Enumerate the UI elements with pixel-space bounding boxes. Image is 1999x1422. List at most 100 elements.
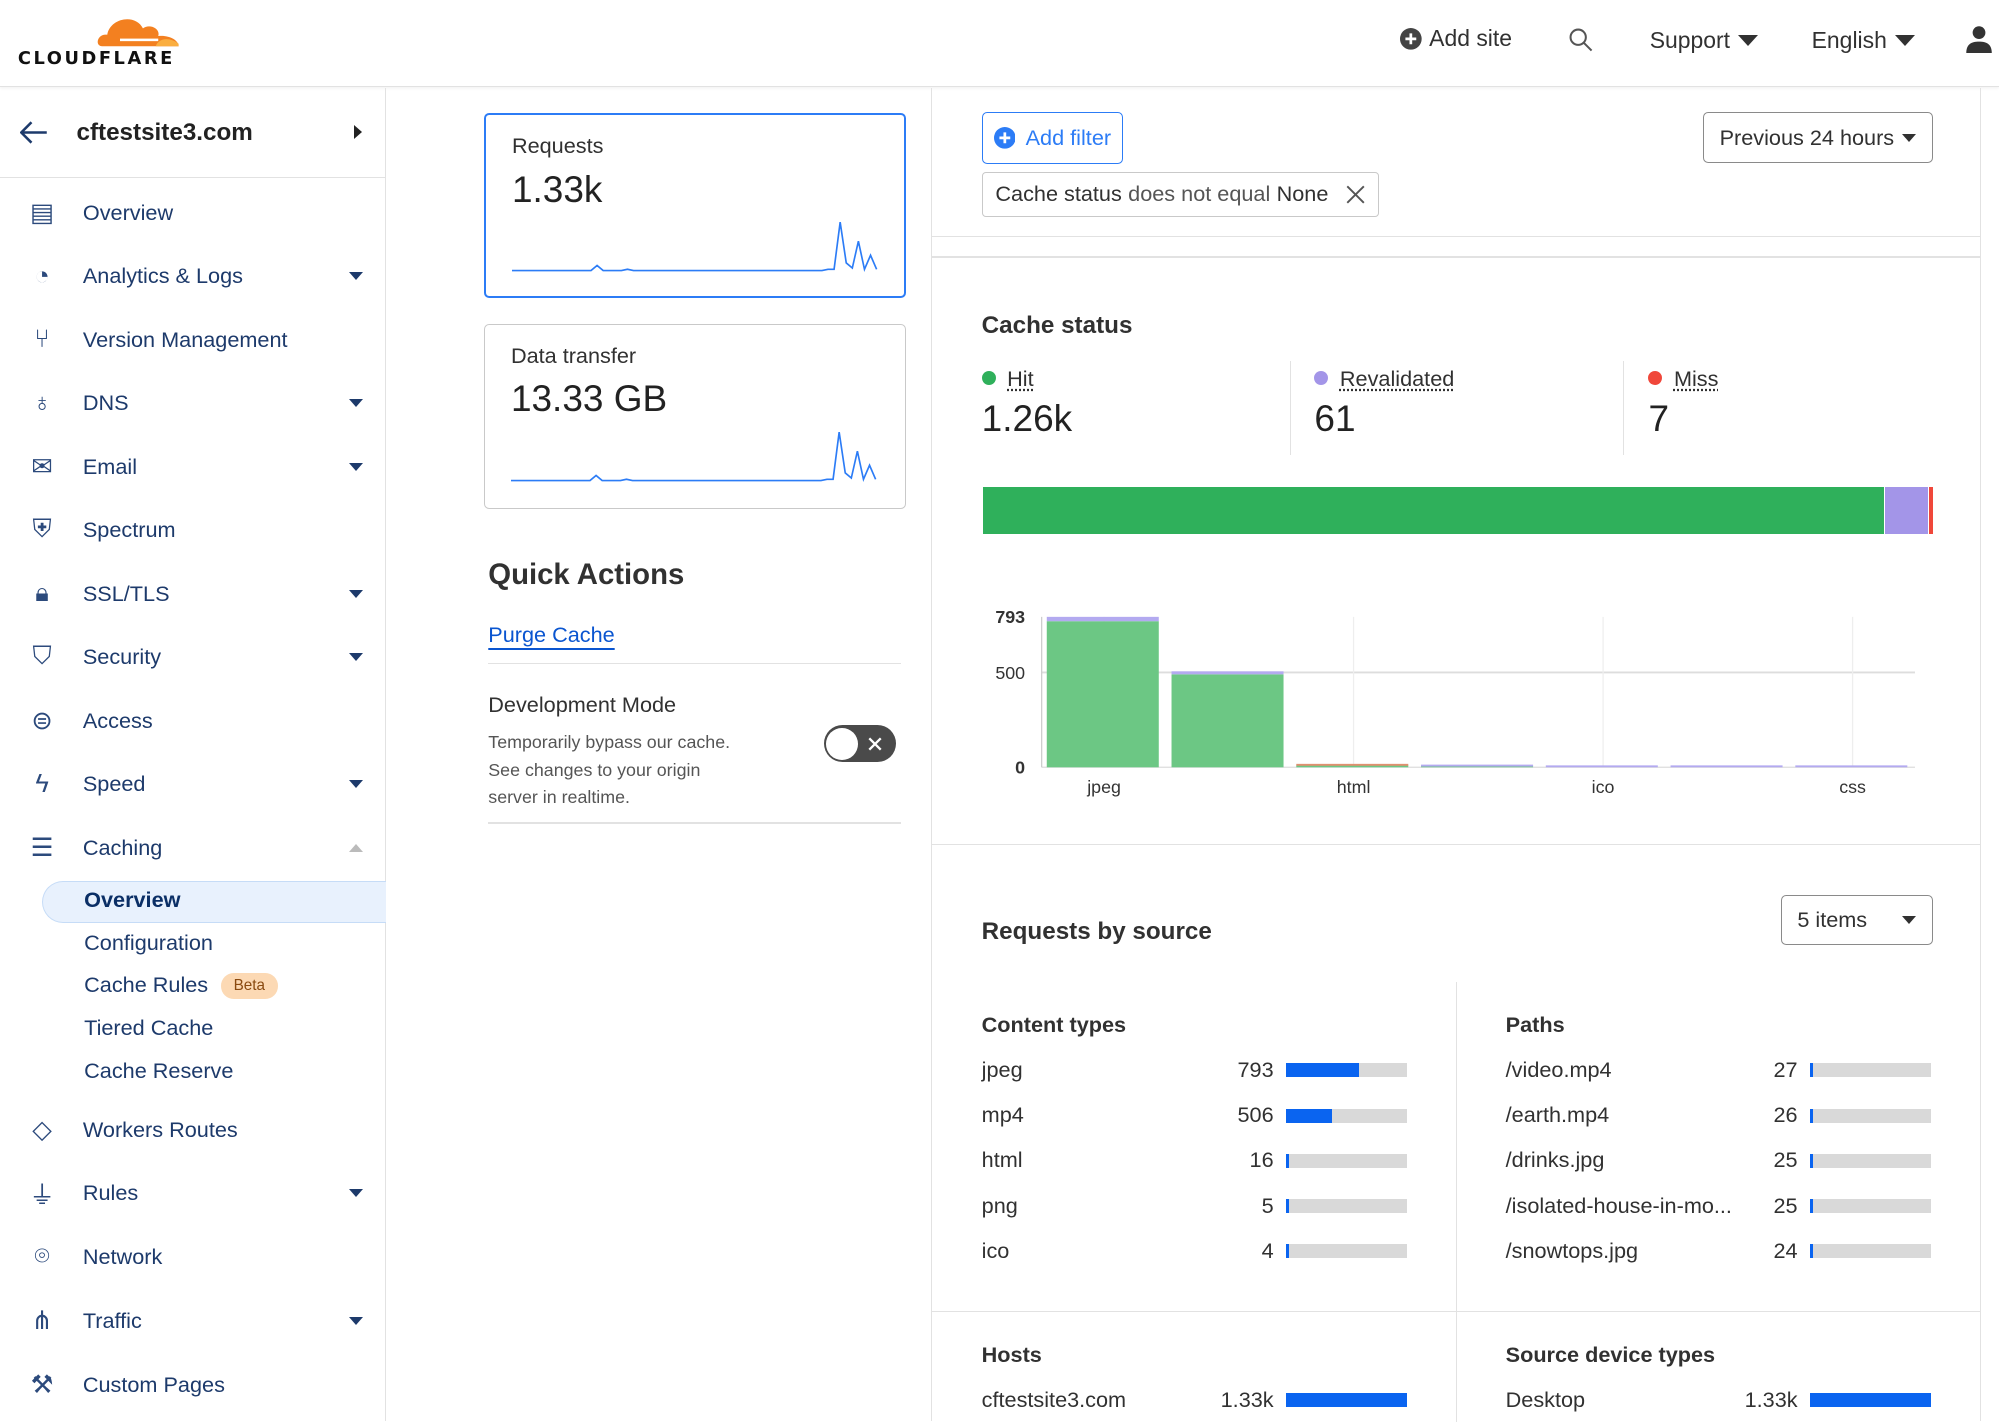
list-item[interactable]: mp4 506 — [982, 1102, 1409, 1130]
x-tick-label: jpeg — [1086, 777, 1121, 797]
dev-mode-desc-line: Temporarily bypass our cache. — [488, 732, 731, 753]
list-item[interactable]: cftestsite3.com 1.33k — [982, 1387, 1409, 1415]
site-switcher[interactable]: cftestsite3.com — [0, 88, 386, 179]
toggle-knob — [826, 727, 858, 760]
list-item[interactable]: /video.mp4 27 — [1506, 1057, 1933, 1085]
bar-revalidated-jpeg[interactable] — [1046, 617, 1159, 622]
dev-mode-toggle[interactable] — [823, 725, 897, 763]
item-count: 1.33k — [1744, 1387, 1798, 1413]
bar-hit-html[interactable] — [1296, 765, 1409, 768]
x-tick-label: ico — [1592, 777, 1615, 797]
data-transfer-card[interactable]: Data transfer 13.33 GB — [484, 323, 907, 509]
remove-filter-icon[interactable] — [1346, 185, 1365, 204]
user-menu[interactable] — [1965, 25, 1993, 59]
sidebar-subitem-cache-reserve[interactable]: Cache Reserve — [84, 1058, 233, 1084]
list-item[interactable]: html 16 — [982, 1147, 1409, 1175]
item-bar-track — [1286, 1153, 1408, 1168]
list-item[interactable]: /snowtops.jpg 24 — [1506, 1238, 1933, 1266]
revalidated-legend-dot — [1314, 370, 1329, 385]
item-count: 5 — [1261, 1192, 1274, 1218]
sidebar-item-workers-routes[interactable]: ◇ Workers Routes — [0, 1104, 385, 1155]
sidebar-item-label: DNS — [82, 390, 129, 416]
requests-title: Requests — [511, 133, 604, 159]
sidebar-item-dns[interactable]: ♁ DNS — [0, 378, 385, 429]
requests-card[interactable]: Requests 1.33k — [484, 113, 907, 299]
sidebar-item-version-management[interactable]: ⑂ Version Management — [0, 314, 385, 365]
item-name: jpeg — [981, 1056, 1023, 1082]
bar-revalidated-mp4[interactable] — [1171, 671, 1284, 675]
document-icon: ▤ — [30, 198, 55, 227]
wrench-icon: ⚒ — [30, 1370, 54, 1399]
list-item[interactable]: /drinks.jpg 25 — [1506, 1147, 1933, 1175]
site-name: cftestsite3.com — [76, 118, 253, 146]
caret-down-icon — [349, 1316, 364, 1326]
plus-circle-icon — [1399, 28, 1422, 50]
sidebar-item-label: Email — [82, 453, 138, 479]
bar-revalidated-css[interactable] — [1795, 765, 1908, 768]
bar-revalidated-ico[interactable] — [1545, 765, 1658, 768]
sidebar-item-label: Workers Routes — [82, 1116, 238, 1142]
list-item[interactable]: png 5 — [982, 1193, 1409, 1221]
bar-miss-html[interactable] — [1296, 764, 1409, 766]
logo-text: CLOUDFLARE — [17, 48, 175, 70]
sidebar-item-traffic[interactable]: ⋔ Traffic — [0, 1295, 385, 1346]
subitem-label: Cache Reserve — [84, 1057, 234, 1083]
sidebar-item-access[interactable]: ⊜ Access — [0, 695, 385, 746]
purge-cache-link[interactable]: Purge Cache — [488, 622, 615, 648]
bar-hit-jpeg[interactable] — [1046, 621, 1159, 768]
sidebar-item-spectrum[interactable]: ⛨ Spectrum — [0, 505, 385, 556]
sidebar-item-label: Access — [82, 707, 153, 733]
item-name: /isolated-house-in-mo... — [1505, 1192, 1732, 1218]
back-arrow-icon[interactable] — [20, 121, 48, 144]
items-count-select[interactable]: 5 items — [1781, 894, 1933, 945]
list-item[interactable]: jpeg 793 — [982, 1057, 1409, 1085]
user-icon — [1965, 26, 1992, 54]
sidebar-subitem-configuration[interactable]: Configuration — [84, 930, 213, 956]
sidebar-item-rules[interactable]: ⏚ Rules — [0, 1168, 385, 1219]
list-item[interactable]: /earth.mp4 26 — [1506, 1102, 1933, 1130]
sidebar-item-label: Caching — [82, 834, 163, 860]
column-divider — [930, 87, 932, 1422]
sidebar-item-caching[interactable]: ☰ Caching — [0, 822, 385, 873]
sidebar-item-security[interactable]: ⛉ Security — [0, 632, 385, 683]
divider — [488, 662, 902, 665]
bar-hit-mp4[interactable] — [1171, 674, 1284, 768]
miss-label[interactable]: Miss — [1673, 365, 1719, 391]
list-item[interactable]: Desktop 1.33k — [1506, 1387, 1933, 1415]
access-icon: ⊜ — [31, 706, 53, 735]
filter-chip[interactable]: Cache status does not equal None — [981, 172, 1380, 217]
add-site-button[interactable]: Add site — [1399, 25, 1512, 52]
revalidated-label[interactable]: Revalidated — [1339, 365, 1455, 391]
sidebar-item-email[interactable]: ✉ Email — [0, 441, 385, 492]
bar-revalidated-png[interactable] — [1420, 764, 1533, 767]
shield-gear-icon: ⛨ — [32, 515, 52, 544]
sidebar-item-analytics-logs[interactable]: ◔ Analytics & Logs — [0, 251, 385, 302]
time-range-select[interactable]: Previous 24 hours — [1703, 112, 1933, 164]
sidebar-item-network[interactable]: ⌾ Network — [0, 1232, 385, 1283]
sidebar-item-ssl-tls[interactable]: 🔒︎ SSL/TLS — [0, 568, 385, 619]
active-indicator — [42, 880, 387, 923]
sidebar-subitem-overview[interactable]: Overview — [84, 887, 180, 913]
item-bar-track — [1286, 1244, 1408, 1259]
sidebar-subitem-tiered-cache[interactable]: Tiered Cache — [84, 1015, 213, 1041]
subitem-label: Tiered Cache — [84, 1015, 214, 1041]
sidebar-item-speed[interactable]: ϟ Speed — [0, 759, 385, 810]
hit-label[interactable]: Hit — [1007, 365, 1034, 391]
sidebar-item-overview[interactable]: ▤ Overview — [0, 187, 385, 238]
search-button[interactable] — [1568, 27, 1593, 58]
sidebar-subitem-cache-rules[interactable]: Cache Rules Beta — [84, 972, 278, 999]
item-name: /video.mp4 — [1505, 1056, 1612, 1082]
sidebar-item-custom-pages[interactable]: ⚒ Custom Pages — [0, 1359, 385, 1410]
language-menu[interactable]: English — [1812, 27, 1915, 54]
subitem-label: Cache Rules — [84, 972, 209, 998]
add-filter-button[interactable]: Add filter — [981, 112, 1124, 165]
cloud-logo-icon — [97, 18, 179, 46]
revalidated-value: 61 — [1314, 397, 1356, 439]
cloudflare-logo[interactable]: CLOUDFLARE — [18, 8, 184, 72]
list-item[interactable]: /isolated-house-in-mo... 25 — [1506, 1193, 1933, 1221]
list-item[interactable]: ico 4 — [982, 1238, 1409, 1266]
caret-down-icon — [349, 653, 364, 662]
support-menu[interactable]: Support — [1650, 27, 1758, 54]
bar-revalidated-other[interactable] — [1670, 765, 1783, 768]
caret-down-icon — [1902, 915, 1917, 925]
